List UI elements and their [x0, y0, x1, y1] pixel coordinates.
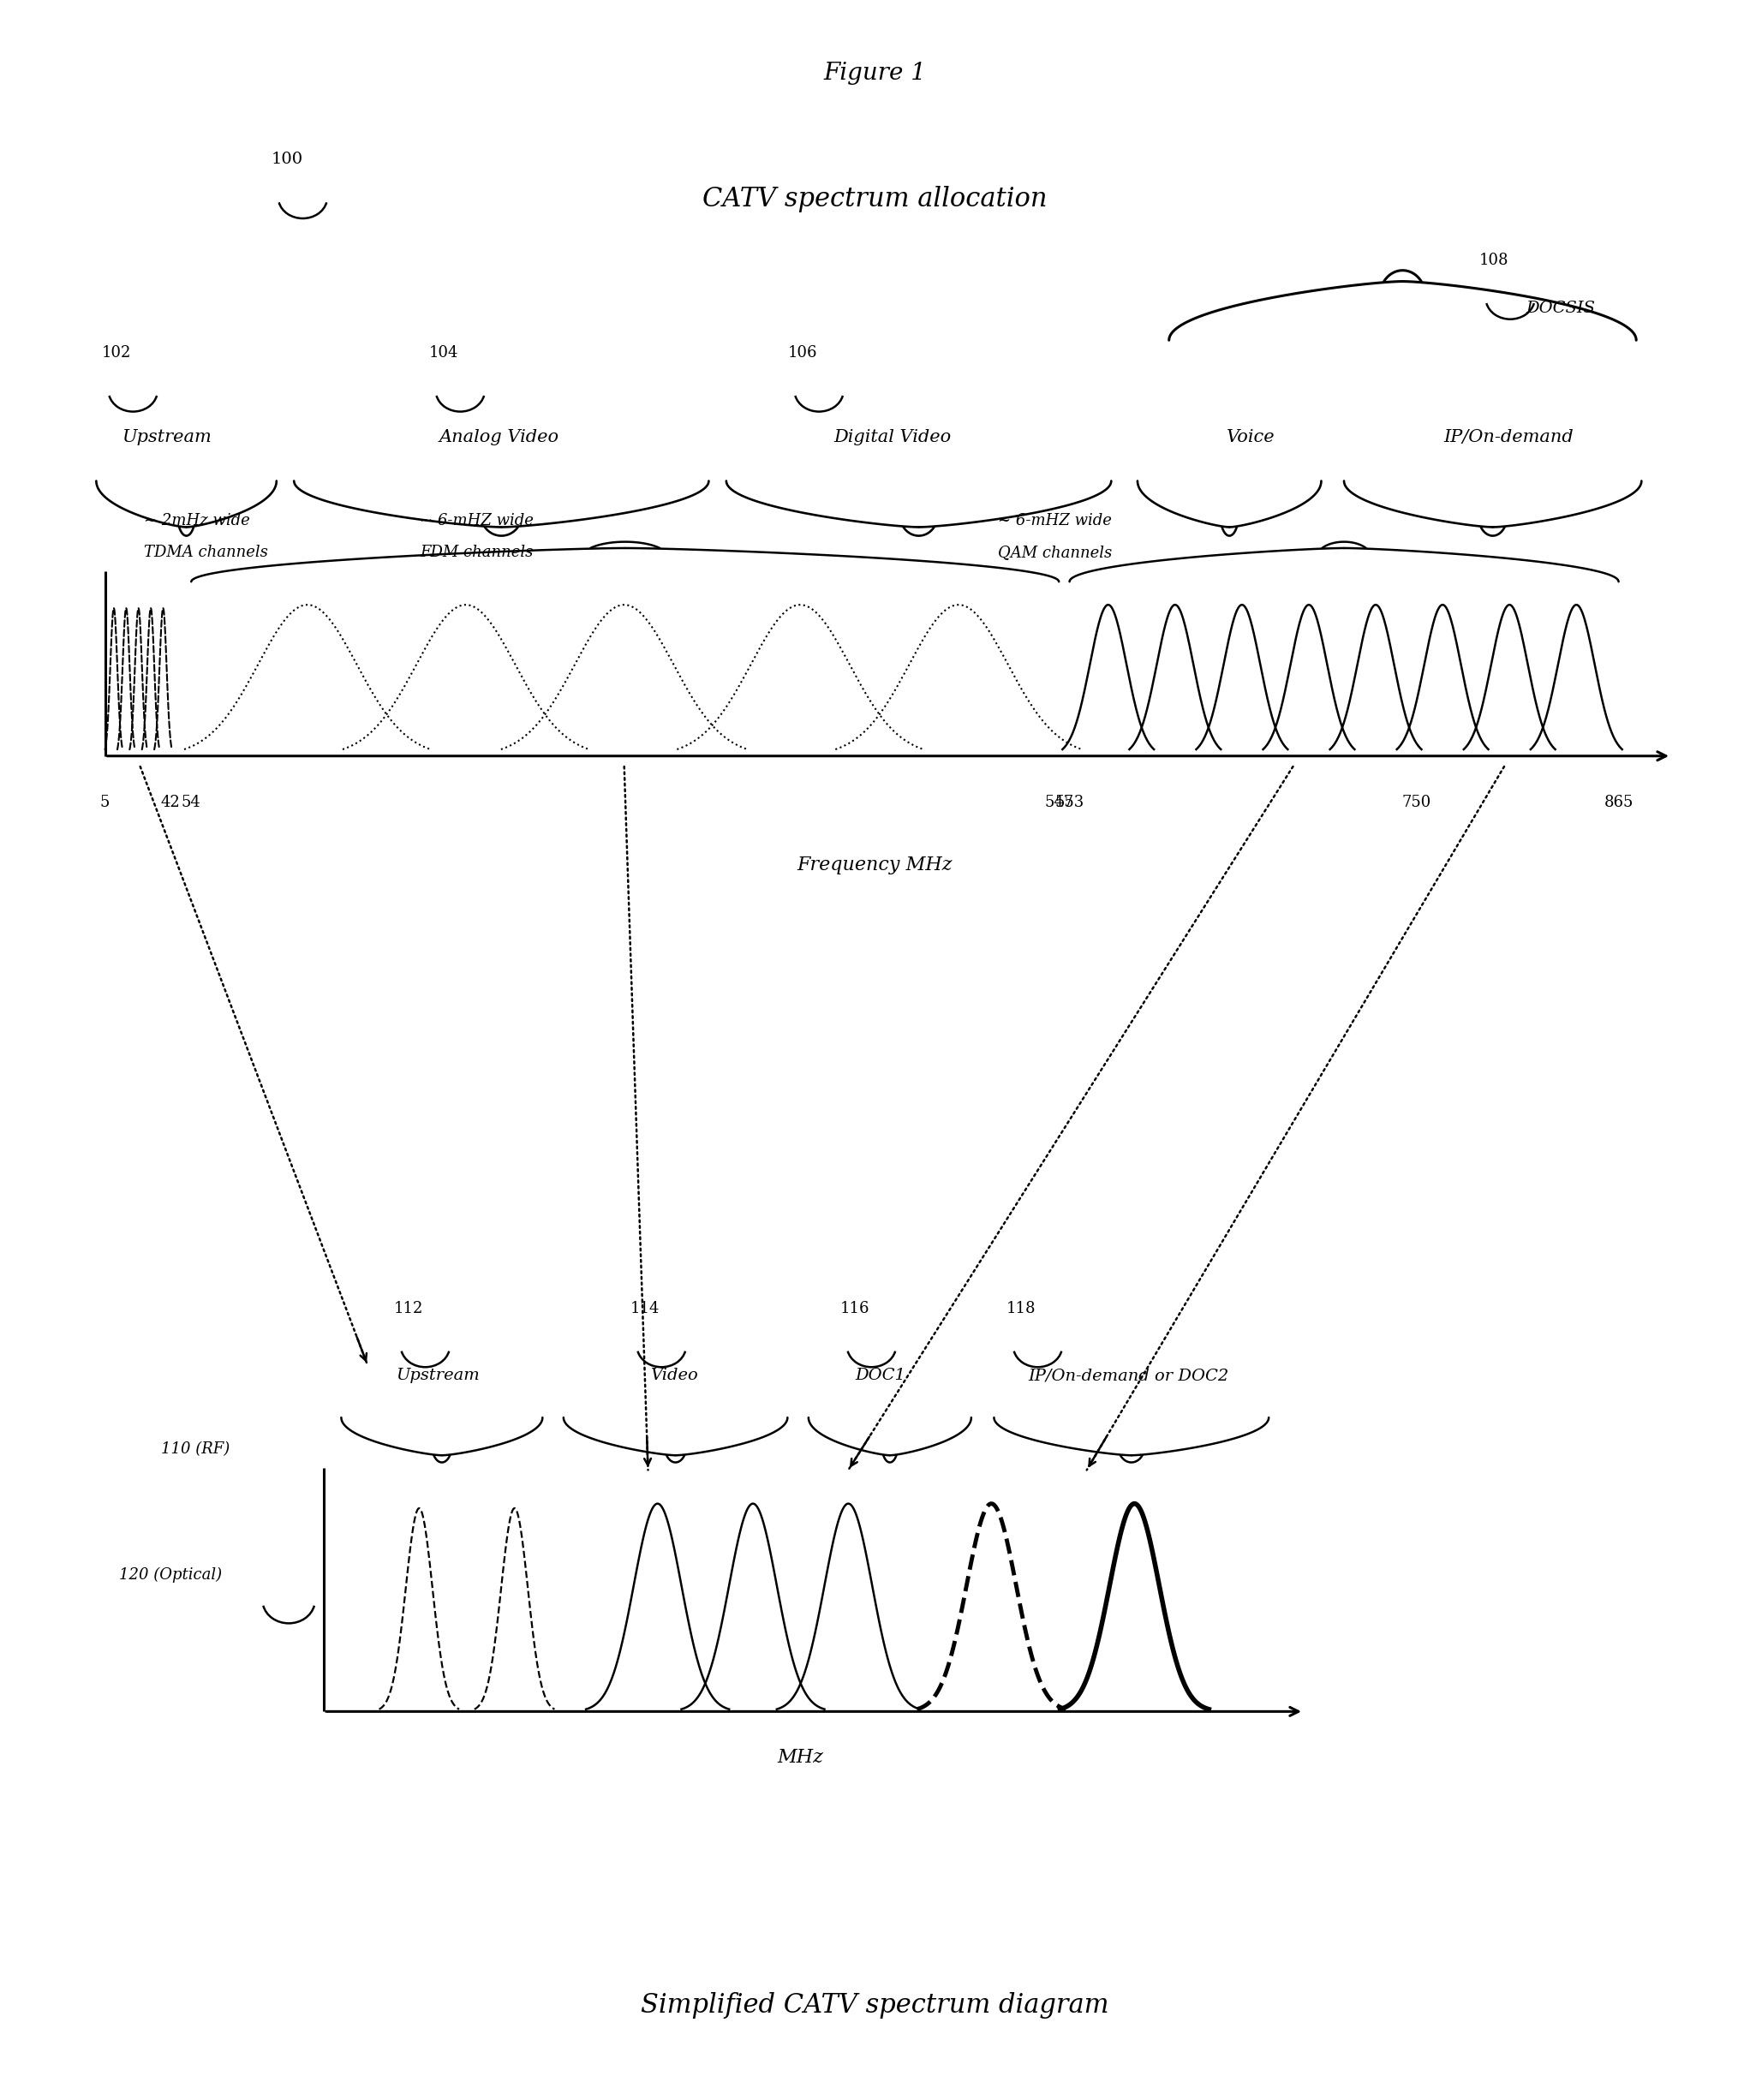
Text: 553: 553 — [1055, 794, 1085, 811]
Text: 110 (RF): 110 (RF) — [161, 1441, 229, 1457]
Text: 865: 865 — [1605, 794, 1633, 811]
Text: 750: 750 — [1402, 794, 1431, 811]
Text: 118: 118 — [1006, 1300, 1036, 1317]
Text: Upstream: Upstream — [121, 428, 212, 445]
Text: MHz: MHz — [777, 1749, 824, 1766]
Text: Upstream: Upstream — [396, 1367, 480, 1384]
Text: Digital Video: Digital Video — [833, 428, 952, 445]
Text: ~ 6-mHZ wide: ~ 6-mHZ wide — [420, 512, 534, 529]
Text: 108: 108 — [1479, 252, 1508, 269]
Text: IP/On-demand or DOC2: IP/On-demand or DOC2 — [1029, 1367, 1228, 1384]
Text: QAM channels: QAM channels — [998, 544, 1111, 561]
Text: DOC1: DOC1 — [856, 1367, 905, 1384]
Text: 54: 54 — [182, 794, 201, 811]
Text: 120 (Optical): 120 (Optical) — [119, 1567, 222, 1583]
Text: 547: 547 — [1045, 794, 1073, 811]
Text: 112: 112 — [394, 1300, 424, 1317]
Text: IP/On-demand: IP/On-demand — [1444, 428, 1573, 445]
Text: 104: 104 — [429, 344, 458, 361]
Text: Voice: Voice — [1227, 428, 1276, 445]
Text: CATV spectrum allocation: CATV spectrum allocation — [702, 187, 1048, 212]
Text: 102: 102 — [102, 344, 131, 361]
Text: Figure 1: Figure 1 — [824, 61, 926, 86]
Text: DOCSIS: DOCSIS — [1526, 300, 1596, 317]
Text: 5: 5 — [100, 794, 110, 811]
Text: 114: 114 — [630, 1300, 660, 1317]
Text: 42: 42 — [161, 794, 180, 811]
Text: Video: Video — [649, 1367, 698, 1384]
Text: FDM channels: FDM channels — [420, 544, 534, 561]
Text: ~ 6-mHZ wide: ~ 6-mHZ wide — [998, 512, 1111, 529]
Text: ~ 2mHz wide: ~ 2mHz wide — [144, 512, 250, 529]
Text: 106: 106 — [788, 344, 817, 361]
Text: Frequency MHz: Frequency MHz — [798, 857, 952, 874]
Text: TDMA channels: TDMA channels — [144, 544, 268, 561]
Text: 100: 100 — [271, 151, 303, 168]
Text: Analog Video: Analog Video — [439, 428, 558, 445]
Text: Simplified CATV spectrum diagram: Simplified CATV spectrum diagram — [640, 1993, 1110, 2018]
Text: 116: 116 — [840, 1300, 870, 1317]
